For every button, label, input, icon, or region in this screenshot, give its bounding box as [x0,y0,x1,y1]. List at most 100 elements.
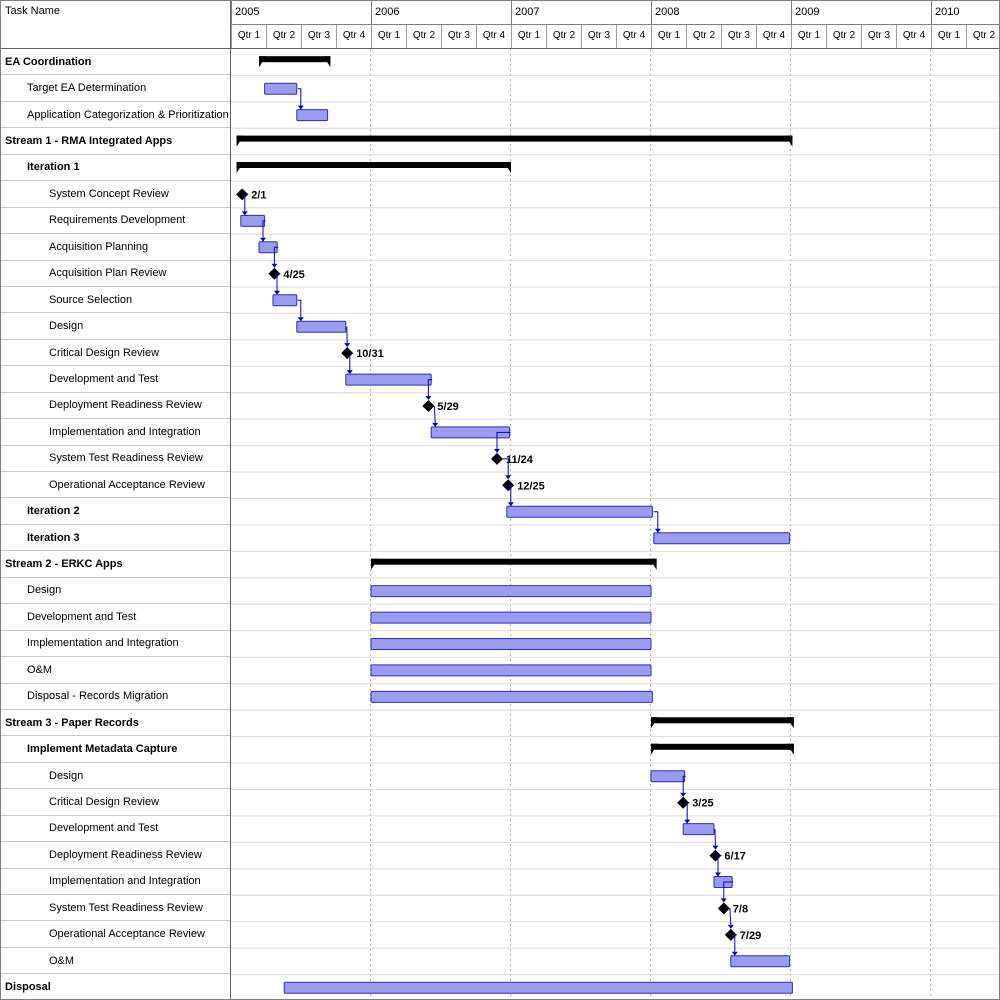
task-row[interactable]: Stream 3 - Paper Records [1,710,230,737]
task-bar[interactable] [264,82,298,95]
milestone-diamond-icon[interactable] [341,347,354,360]
task-row[interactable]: Deployment Readiness Review [1,393,230,420]
gantt-chart: 2/1 4/25 10/31 5/29 11/24 12/25 3/25 6/17 7/8 7/2… [231,49,999,999]
quarter-cell: Qtr 3 [441,25,476,48]
summary-bar[interactable] [259,56,331,63]
task-bar[interactable] [730,955,791,968]
dependency-line [273,246,279,264]
quarter-cell: Qtr 1 [511,25,546,48]
task-bar[interactable] [653,532,791,545]
milestone-diamond-icon[interactable] [491,452,503,465]
task-row[interactable]: Stream 2 - ERKC Apps [1,551,230,578]
summary-bar[interactable] [651,743,794,750]
task-row[interactable]: Acquisition Plan Review [1,261,230,287]
task-bar[interactable] [370,585,652,598]
task-row[interactable]: Development and Test [1,604,230,631]
task-row[interactable]: Iteration 3 [1,525,230,552]
task-bar[interactable] [240,214,266,227]
quarter-cell: Qtr 2 [826,25,861,48]
dependency-arrow-icon [712,845,719,850]
milestone-date-label: 5/29 [437,401,458,413]
year-row: 2005 2006 2007 2008 2009 2010 [231,1,999,25]
quarter-cell: Qtr 2 [266,25,301,48]
milestone-date-label: 2/1 [251,189,266,201]
quarter-cell: Qtr 4 [896,25,931,48]
task-bar[interactable] [272,294,298,307]
task-row[interactable]: Critical Design Review [1,789,230,816]
task-row[interactable]: Disposal - Records Migration [1,684,230,710]
task-row[interactable]: Design [1,578,230,605]
dependency-line [433,405,436,423]
summary-bar[interactable] [371,558,657,565]
task-row[interactable]: Development and Test [1,366,230,393]
summary-bar[interactable] [236,135,793,142]
task-row[interactable]: Target EA Determination [1,75,230,102]
task-row[interactable]: Deployment Readiness Review [1,842,230,869]
task-row[interactable]: Iteration 1 [1,155,230,182]
task-row[interactable]: Iteration 2 [1,498,230,525]
task-row[interactable]: System Concept Review [1,181,230,208]
milestone-date-label: 3/25 [692,798,713,810]
task-bar[interactable] [370,664,652,677]
dependency-line [723,881,734,899]
milestone-date-label: 11/24 [506,454,534,466]
task-row[interactable]: Implement Metadata Capture [1,736,230,763]
task-row[interactable]: Source Selection [1,287,230,314]
quarter-cell: Qtr 1 [231,25,266,48]
task-row[interactable]: Implementation and Integration [1,631,230,658]
task-row[interactable]: Application Categorization & Prioritizat… [1,102,230,129]
summary-end-cap-icon [785,135,793,147]
task-bar[interactable] [370,611,652,624]
task-row[interactable]: Implementation and Integration [1,869,230,895]
milestone-diamond-icon[interactable] [717,902,730,915]
task-row[interactable]: EA Coordination [1,49,230,76]
summary-start-cap-icon [236,135,244,147]
task-bar[interactable] [370,690,653,703]
task-bar[interactable] [296,320,347,333]
task-row[interactable]: Operational Acceptance Review [1,921,230,948]
task-row[interactable]: O&M [1,948,230,975]
task-bar[interactable] [650,770,686,783]
summary-bar[interactable] [236,162,511,168]
summary-start-cap-icon [651,717,658,729]
dependency-arrow-icon [727,924,734,929]
milestone-diamond-icon[interactable] [724,928,737,941]
task-row[interactable]: Development and Test [1,816,230,843]
dependency-arrow-icon [507,502,514,507]
dependency-line [682,775,686,793]
milestone-diamond-icon[interactable] [709,849,722,862]
task-row[interactable]: Stream 1 - RMA Integrated Apps [1,128,230,155]
quarter-cell: Qtr 2 [966,25,999,48]
task-row[interactable]: Operational Acceptance Review [1,472,230,499]
dependency-arrow-icon [344,343,351,348]
task-list: EA Coordination Target EA Determination Ap… [1,49,230,999]
task-row[interactable]: Disposal [1,974,230,999]
task-row[interactable]: System Test Readiness Review [1,446,230,472]
milestone-diamond-icon[interactable] [677,796,690,809]
dependency-line [427,379,433,396]
task-row[interactable]: Requirements Development [1,208,230,235]
dependency-line [510,484,515,503]
task-row[interactable]: Acquisition Planning [1,234,230,261]
task-row[interactable]: Design [1,313,230,340]
dependency-arrow-icon [297,105,304,110]
task-bar[interactable] [345,373,432,386]
task-name-header: Task Name [1,1,230,49]
task-bar[interactable] [283,981,793,994]
task-row[interactable]: O&M [1,657,230,684]
task-bar[interactable] [370,638,652,650]
task-row[interactable]: Design [1,763,230,790]
task-row[interactable]: System Test Readiness Review [1,895,230,922]
task-row[interactable]: Implementation and Integration [1,419,230,446]
task-bar[interactable] [682,823,715,836]
task-bar[interactable] [506,505,653,518]
summary-bar[interactable] [651,717,794,724]
task-row[interactable]: Critical Design Review [1,340,230,367]
task-bar[interactable] [296,109,329,122]
timeline-header: 2005 2006 2007 2008 2009 2010 Qtr 1 Qtr 2 Qtr 3… [231,1,999,49]
milestone-diamond-icon[interactable] [422,400,435,412]
quarter-cell: Qtr 1 [371,25,406,48]
dependency-line [262,220,266,238]
dependency-arrow-icon [684,819,691,824]
